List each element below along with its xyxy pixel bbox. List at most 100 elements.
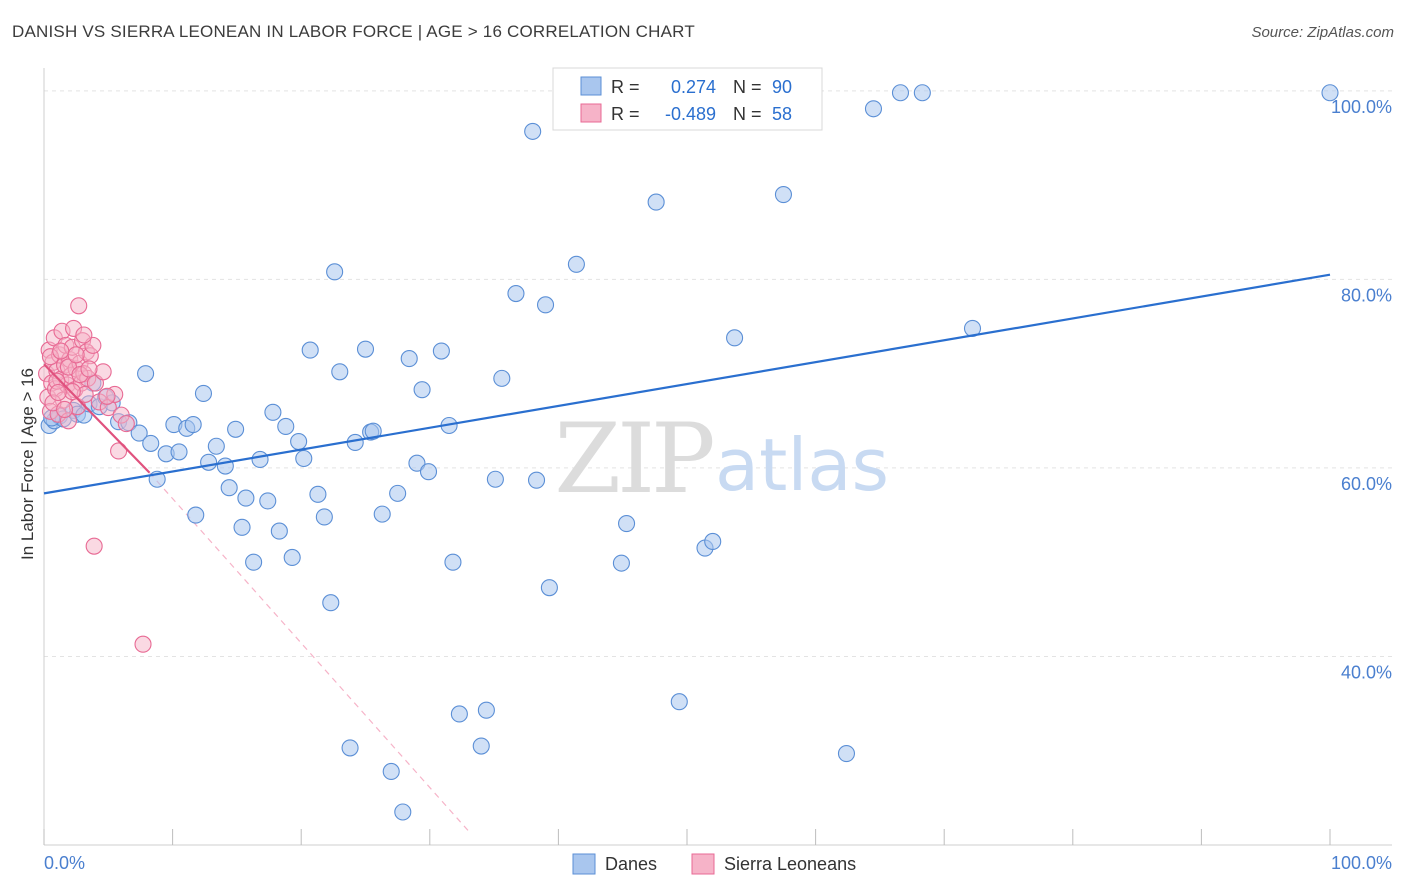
legend-sierra-r-value: -0.489 (665, 104, 716, 124)
danes-point-15 (137, 365, 155, 383)
sierra-point-56 (117, 415, 135, 433)
danes-point-36 (270, 522, 288, 540)
sierra-point-50 (75, 326, 93, 344)
sierra-point-47 (63, 383, 81, 401)
danes-point-14 (130, 424, 148, 442)
danes-point-79 (704, 532, 722, 551)
danes-point-63 (450, 705, 468, 723)
legend-box: R = 0.274 N = 90 R = -0.489 N = 58 (552, 67, 823, 131)
danes-point-77 (670, 693, 688, 711)
tick-labels: 40.0% 60.0% 80.0% 100.0% 0.0% 100.0% (44, 97, 1392, 873)
danes-point-31 (237, 489, 255, 507)
danes-point-23 (187, 506, 205, 524)
danes-point-47 (341, 739, 359, 757)
danes-point-16 (142, 434, 160, 452)
danes-point-39 (290, 432, 308, 451)
y-tick-label-40: 40.0% (1341, 662, 1392, 682)
legend-sierra-r-label: R = (611, 104, 640, 124)
sierra-point-44 (52, 342, 70, 360)
danes-point-41 (301, 341, 319, 359)
danes-point-32 (245, 553, 263, 571)
danes-point-60 (432, 342, 450, 360)
y-tick-label-100: 100.0% (1331, 97, 1392, 117)
danes-point-45 (326, 263, 344, 281)
sierra-point-55 (134, 635, 152, 653)
sierra-point-45 (56, 400, 74, 419)
sierra-point-52 (98, 387, 116, 405)
danes-point-26 (207, 437, 225, 455)
bottom-legend-danes-label: Danes (605, 854, 657, 874)
legend-sierra-swatch (580, 103, 602, 123)
legend-danes-n-value: 90 (772, 77, 792, 97)
legend-danes-r-value: 0.274 (671, 77, 716, 97)
bottom-legend-sierra-swatch (691, 853, 715, 875)
danes-point-25 (200, 453, 218, 471)
danes-point-42 (309, 485, 327, 503)
danes-point-68 (507, 284, 525, 303)
danes-point-40 (295, 449, 313, 468)
danes-point-58 (413, 381, 431, 399)
danes-point-70 (527, 471, 546, 489)
sierra-trend-dashed (149, 472, 469, 832)
danes-point-55 (394, 803, 412, 821)
danes-point-37 (277, 417, 295, 435)
danes-point-62 (444, 553, 462, 571)
danes-point-87 (1321, 84, 1339, 102)
sierra-trend-line (43, 363, 151, 474)
danes-point-33 (251, 450, 269, 468)
danes-point-51 (364, 422, 382, 440)
danes-point-34 (259, 492, 277, 510)
danes-point-80 (726, 329, 744, 347)
axes (43, 68, 1392, 846)
sierra-point-54 (85, 537, 103, 555)
sierra-point-37 (94, 363, 112, 381)
bottom-legend: Danes Sierra Leoneans (572, 853, 856, 875)
danes-point-65 (477, 701, 495, 719)
danes-point-46 (331, 363, 349, 381)
sierra-leoneans-trend-extension (149, 472, 469, 832)
danes-point-67 (493, 369, 511, 387)
danes-point-53 (382, 762, 400, 781)
danes-point-75 (618, 514, 636, 533)
watermark-zip: ZIP (554, 403, 713, 515)
danes-point-57 (408, 454, 426, 472)
danes-point-83 (864, 100, 883, 118)
danes-point-54 (389, 484, 407, 502)
danes-point-56 (400, 350, 418, 368)
sierra-point-48 (67, 346, 85, 364)
danes-point-49 (356, 340, 375, 358)
sierra-point-25 (70, 297, 88, 315)
watermark: ZIP atlas (554, 403, 889, 515)
danes-point-44 (322, 594, 340, 612)
legend-sierra-n-label: N = (733, 104, 762, 124)
sierra-point-57 (49, 383, 67, 402)
danes-point-84 (891, 84, 910, 102)
x-tick-label-min: 0.0% (44, 853, 85, 873)
danes-point-85 (913, 84, 931, 102)
danes-point-35 (264, 403, 282, 421)
danes-trend-line (43, 273, 1331, 495)
bottom-legend-sierra-label: Sierra Leoneans (724, 854, 856, 874)
legend-sierra-n-value: 58 (772, 104, 792, 124)
danes-point-74 (612, 554, 630, 572)
y-tick-label-80: 80.0% (1341, 285, 1392, 305)
danes-point-30 (233, 518, 251, 536)
danes-point-72 (540, 579, 558, 597)
gridlines (44, 90, 1392, 657)
chart-title: DANISH VS SIERRA LEONEAN IN LABOR FORCE … (12, 22, 695, 41)
bottom-legend-danes-swatch (572, 853, 596, 875)
y-tick-label-60: 60.0% (1341, 474, 1392, 494)
data-points (38, 84, 1339, 821)
sierra-point-51 (80, 360, 98, 378)
danes-point-28 (220, 479, 238, 497)
danes-point-81 (774, 185, 793, 204)
danes-point-38 (283, 548, 301, 567)
danes-point-59 (419, 463, 438, 481)
danes-point-82 (837, 745, 856, 763)
danes-point-27 (216, 457, 234, 475)
danes-point-73 (567, 255, 585, 273)
danes-point-52 (373, 505, 391, 523)
danes-point-20 (170, 443, 188, 461)
danes-point-69 (524, 122, 542, 140)
